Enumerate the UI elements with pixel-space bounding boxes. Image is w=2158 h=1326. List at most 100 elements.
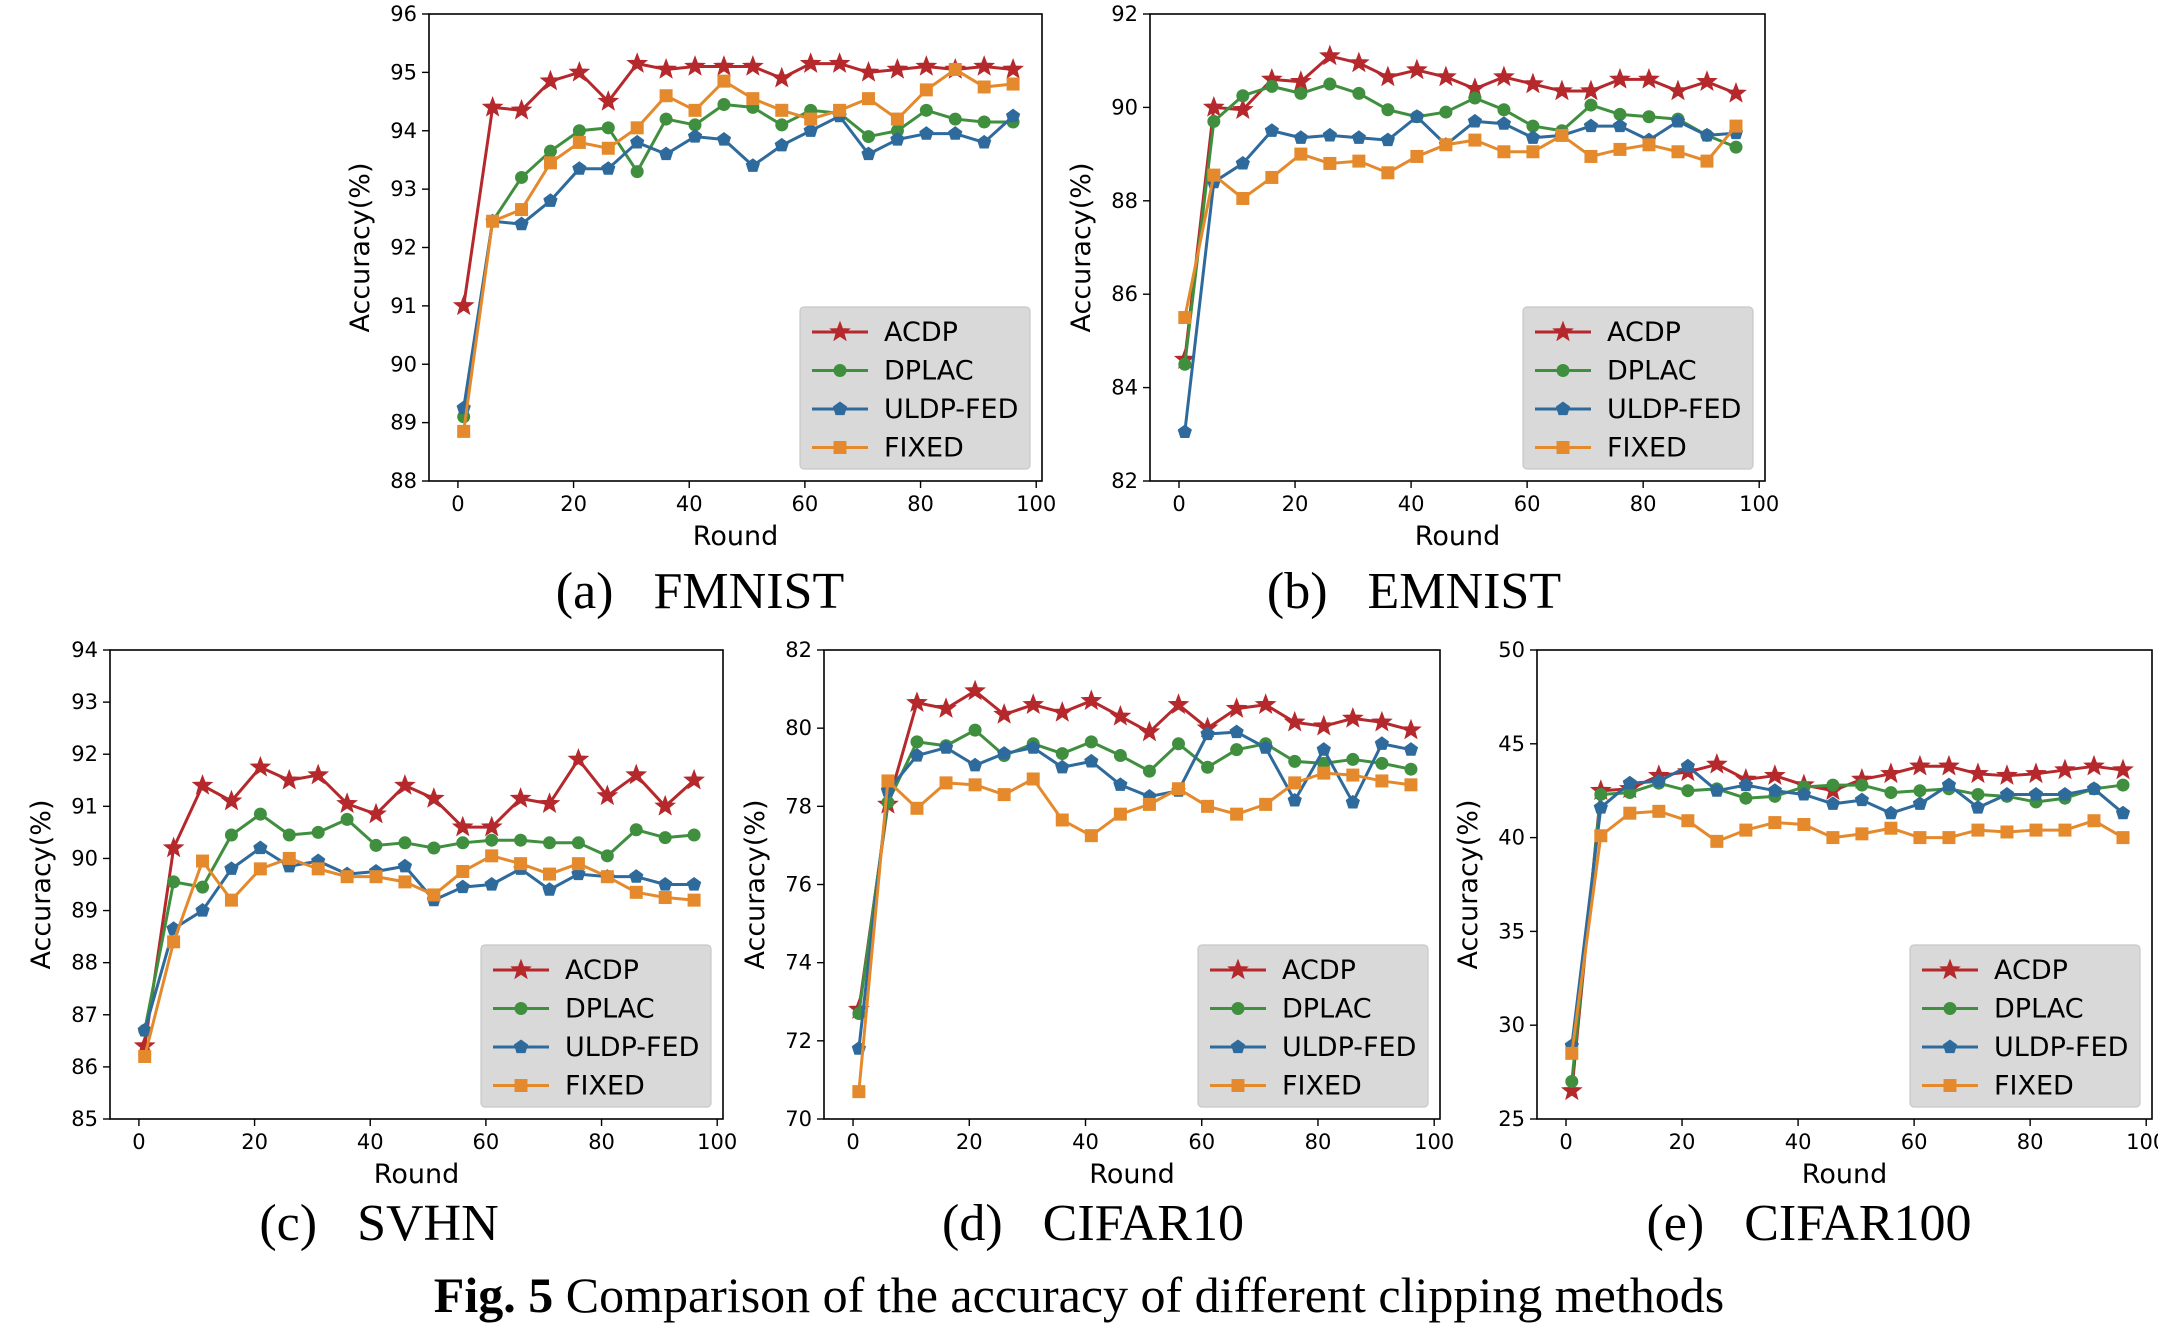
data-point-dplac	[775, 118, 789, 132]
x-tick-label: 100	[697, 1130, 737, 1154]
legend-box	[799, 306, 1031, 470]
x-tick-label: 60	[473, 1130, 500, 1154]
data-point-uldp-fed	[1467, 113, 1483, 128]
data-point-fixed	[1826, 831, 1840, 845]
data-point-acdp	[1318, 44, 1341, 66]
data-point-acdp	[1080, 689, 1103, 711]
legend-label-acdp: ACDP	[565, 955, 639, 986]
data-point-fixed	[1497, 145, 1511, 159]
x-tick-label: 20	[1282, 492, 1309, 516]
data-point-uldp-fed	[716, 132, 732, 146]
data-point-dplac	[224, 828, 238, 842]
data-point-dplac	[968, 723, 982, 737]
data-point-acdp	[509, 787, 532, 808]
data-point-acdp	[451, 815, 474, 837]
data-point-fixed	[977, 80, 991, 94]
data-point-dplac	[1468, 91, 1482, 105]
data-point-fixed	[398, 875, 412, 889]
data-point-acdp	[422, 787, 445, 808]
y-tick-label: 74	[785, 951, 812, 975]
x-tick-label: 0	[132, 1130, 145, 1154]
axes-frame	[1536, 649, 2153, 1120]
legend-box	[1197, 944, 1429, 1108]
data-point-dplac	[1288, 754, 1302, 768]
data-point-fixed	[486, 214, 500, 228]
data-point-acdp	[1725, 81, 1747, 103]
data-point-fixed	[1410, 149, 1424, 163]
legend-marker-acdp	[1939, 958, 1961, 980]
legend-box	[1909, 944, 2141, 1108]
data-point-fixed	[1584, 149, 1598, 163]
data-point-fixed	[456, 864, 470, 878]
data-point-dplac	[1613, 107, 1627, 121]
data-point-uldp-fed	[137, 1022, 152, 1037]
legend-label-fixed: FIXED	[1994, 1071, 2074, 1102]
data-point-dplac	[2116, 778, 2130, 792]
legend-marker-fixed	[514, 1079, 528, 1092]
data-point-acdp	[1167, 693, 1190, 714]
legend-label-fixed: FIXED	[565, 1071, 645, 1102]
series-line-acdp	[143, 757, 696, 1047]
caption-cifar10: (d) CIFAR10	[942, 1195, 1244, 1252]
data-point-uldp-fed	[572, 161, 587, 175]
data-point-fixed	[1346, 768, 1360, 782]
data-point-uldp-fed	[1287, 792, 1302, 807]
data-point-acdp	[191, 774, 214, 795]
x-tick-label: 20	[1669, 1130, 1696, 1154]
data-point-fixed	[1681, 814, 1695, 828]
y-tick-label: 93	[390, 177, 417, 201]
data-point-uldp-fed	[938, 740, 954, 754]
data-point-dplac	[1729, 140, 1743, 154]
panel-emnist: 0 20 40 60 80 100 82 84 86 88 90 92 Round Accuracy(%)…	[1066, 2, 1779, 552]
y-tick-label: 72	[785, 1029, 812, 1053]
data-point-acdp	[935, 697, 957, 718]
panel-fmnist: 0 20 40 60 80 100 88 89 90 91 92 93 94 95 96 Round Accur…	[345, 2, 1056, 552]
legend-marker-dplac	[1556, 364, 1570, 377]
data-point-uldp-fed	[1593, 800, 1608, 814]
data-point-acdp	[1377, 65, 1399, 87]
x-tick-label: 40	[676, 492, 703, 516]
series-fixed	[852, 766, 1418, 1099]
data-point-uldp-fed	[195, 903, 210, 917]
data-point-acdp	[249, 755, 272, 777]
data-point-fixed	[687, 893, 701, 907]
figure-caption-label: Fig. 5	[434, 1267, 553, 1323]
data-point-acdp	[336, 792, 358, 813]
y-tick-label: 70	[785, 1107, 812, 1131]
data-point-dplac	[658, 831, 672, 845]
caption-fmnist: (a) FMNIST	[556, 563, 844, 620]
data-point-fixed	[746, 92, 760, 106]
y-tick-label: 92	[1111, 2, 1138, 26]
data-point-acdp	[1764, 764, 1786, 785]
x-tick-label: 100	[2126, 1130, 2158, 1154]
data-point-uldp-fed	[1374, 736, 1390, 750]
data-point-acdp	[452, 294, 475, 316]
figure-caption-text: Comparison of the accuracy of different …	[553, 1267, 1724, 1323]
data-point-fixed	[968, 778, 982, 792]
data-point-acdp	[770, 66, 793, 88]
data-point-uldp-fed	[1351, 130, 1366, 144]
y-tick-label: 92	[390, 236, 417, 260]
x-tick-label: 60	[1901, 1130, 1928, 1154]
data-point-fixed	[1855, 827, 1869, 841]
data-point-fixed	[457, 424, 471, 438]
data-point-fixed	[1642, 138, 1656, 152]
series-fixed	[1178, 119, 1743, 325]
legend-marker-fixed	[1556, 441, 1570, 454]
data-point-fixed	[224, 893, 238, 907]
data-point-acdp	[597, 90, 620, 111]
data-point-fixed	[1652, 804, 1666, 818]
y-tick-label: 96	[390, 2, 417, 26]
data-point-acdp	[1880, 762, 1902, 784]
data-point-fixed	[1700, 154, 1714, 168]
data-point-acdp	[1231, 98, 1254, 119]
data-point-dplac	[515, 170, 529, 184]
data-point-uldp-fed	[1699, 127, 1715, 142]
data-point-fixed	[717, 74, 731, 88]
figure-caption: Fig. 5 Comparison of the accuracy of dif…	[434, 1267, 1724, 1323]
y-tick-label: 94	[390, 119, 417, 143]
data-point-dplac	[1526, 119, 1540, 133]
data-point-fixed	[1613, 142, 1627, 156]
data-point-uldp-fed	[687, 129, 703, 143]
data-point-fixed	[659, 89, 673, 103]
